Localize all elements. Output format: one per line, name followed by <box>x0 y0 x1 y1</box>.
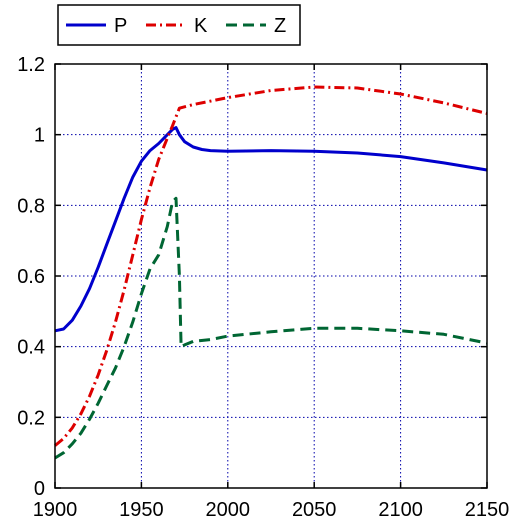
series-line-K <box>54 85 488 447</box>
y-tick-label: 0.8 <box>17 195 45 217</box>
y-tick-label: 0 <box>34 478 45 500</box>
x-tick-label: 2000 <box>206 499 251 521</box>
legend-label-K: K <box>194 15 208 37</box>
series-layer <box>54 85 488 460</box>
x-tick-label: 2050 <box>292 499 337 521</box>
y-tick-label: 0.2 <box>17 407 45 429</box>
y-tick-label: 0.4 <box>17 337 45 359</box>
x-tick-label: 1900 <box>33 499 78 521</box>
x-tick-label: 2100 <box>378 499 423 521</box>
y-tick-label: 1 <box>34 125 45 147</box>
x-tick-label: 2150 <box>465 499 510 521</box>
legend-label-Z: Z <box>274 15 286 37</box>
legend-label-P: P <box>114 15 127 37</box>
x-tick-label: 1950 <box>119 499 164 521</box>
y-tick-label: 0.6 <box>17 266 45 288</box>
y-tick-label: 1.2 <box>17 54 45 76</box>
tick-layer: 1900 1950 2000 2050 2100 2150 0 0.2 0.4 0.6 0.8 1 1.… <box>17 54 509 521</box>
grid-layer <box>55 64 487 488</box>
series-line-P <box>54 126 488 333</box>
